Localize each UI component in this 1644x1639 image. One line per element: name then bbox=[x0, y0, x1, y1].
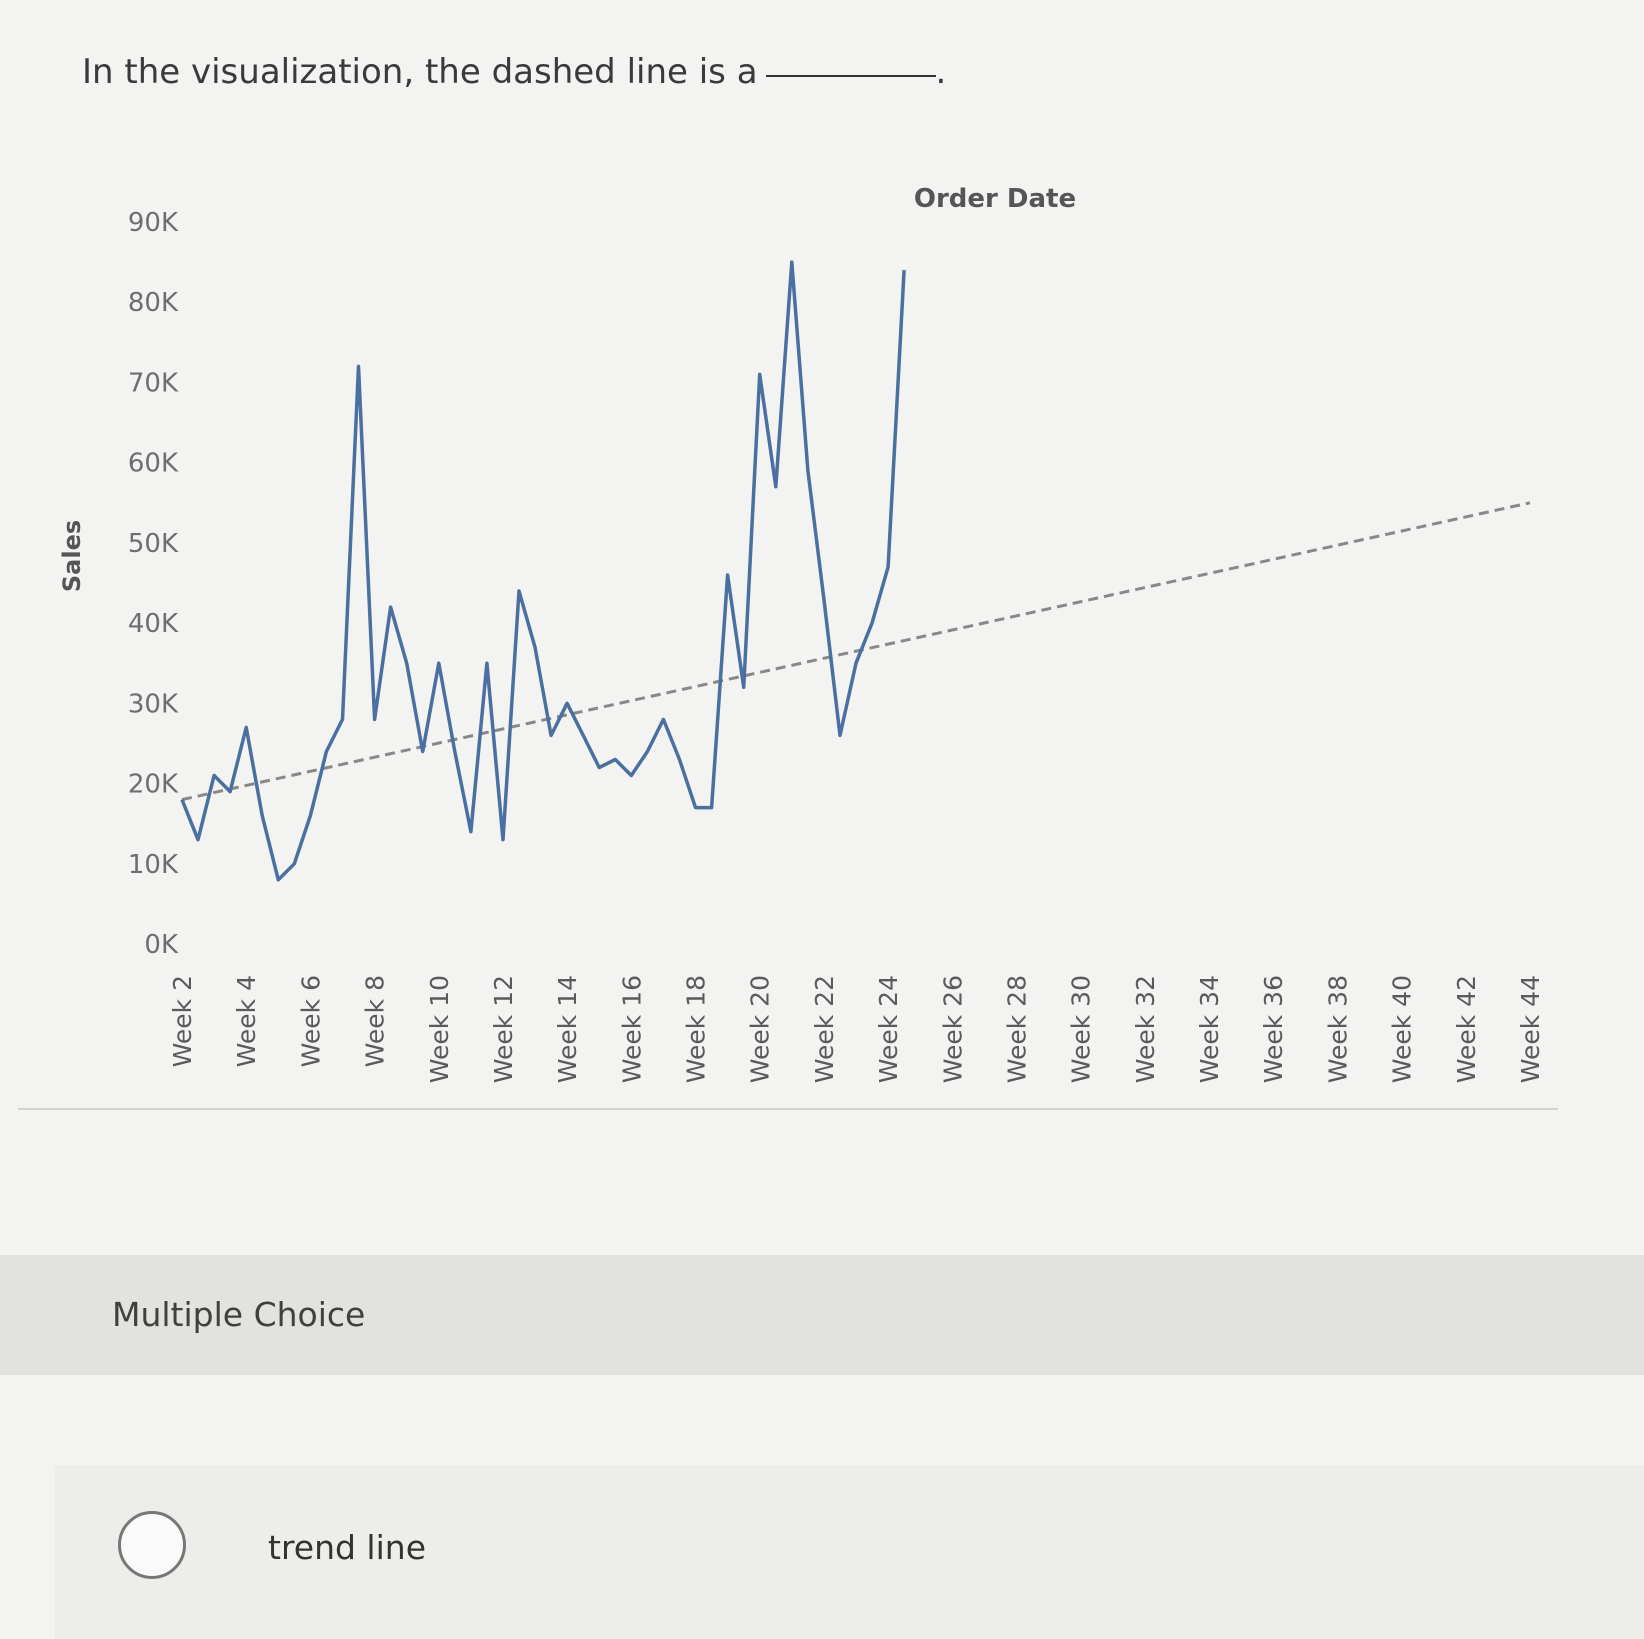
question-period: . bbox=[935, 52, 947, 92]
y-tick-label: 70K bbox=[128, 368, 179, 398]
trend-line bbox=[181, 501, 1531, 802]
x-tick-label: Week 22 bbox=[810, 975, 839, 1083]
y-tick-label: 20K bbox=[128, 770, 179, 800]
x-tick-label: Week 6 bbox=[296, 975, 325, 1067]
x-tick-label: Week 42 bbox=[1452, 975, 1481, 1083]
multiple-choice-heading: Multiple Choice bbox=[112, 1295, 366, 1334]
x-tick-label: Week 18 bbox=[682, 975, 711, 1083]
x-tick-label: Week 44 bbox=[1516, 975, 1545, 1083]
answer-option-label[interactable]: trend line bbox=[268, 1528, 426, 1567]
x-axis-title: Order Date bbox=[914, 184, 1076, 214]
y-tick-label: 60K bbox=[128, 449, 179, 479]
y-axis-title: Sales bbox=[58, 520, 86, 592]
answer-option-row[interactable] bbox=[55, 1465, 1644, 1639]
x-tick-label: Week 34 bbox=[1195, 975, 1224, 1083]
question-text: In the visualization, the dashed line is… bbox=[82, 52, 946, 92]
y-tick-label: 90K bbox=[128, 208, 179, 238]
y-tick-label: 30K bbox=[128, 689, 179, 719]
x-tick-label: Week 38 bbox=[1323, 975, 1352, 1083]
x-tick-label: Week 36 bbox=[1259, 975, 1288, 1083]
radio-button-option-1[interactable] bbox=[118, 1511, 186, 1579]
y-tick-label: 80K bbox=[128, 288, 179, 318]
x-tick-label: Week 2 bbox=[168, 975, 197, 1067]
y-tick-label: 10K bbox=[128, 850, 179, 880]
sales-line-chart: Order Date Sales 0K 10K 20K 30K 40K 50K 60K 70K… bbox=[58, 184, 1545, 1083]
y-tick-label: 50K bbox=[128, 529, 179, 559]
x-tick-label: Week 40 bbox=[1388, 975, 1417, 1083]
x-tick-label: Week 30 bbox=[1067, 975, 1096, 1083]
x-tick-label: Week 28 bbox=[1002, 975, 1031, 1083]
answer-blank bbox=[765, 75, 936, 77]
y-axis-ticks: 0K 10K 20K 30K 40K 50K 60K 70K 80K 90K bbox=[128, 208, 179, 960]
x-tick-label: Week 24 bbox=[874, 975, 903, 1083]
x-tick-label: Week 14 bbox=[553, 975, 582, 1083]
y-tick-label: 0K bbox=[144, 930, 179, 960]
x-axis-ticks: Week 2 Week 4 Week 6 Week 8 Week 10 Week 12 We… bbox=[168, 975, 1545, 1083]
y-tick-label: 40K bbox=[128, 609, 179, 639]
multiple-choice-header bbox=[0, 1255, 1644, 1375]
x-tick-label: Week 12 bbox=[489, 975, 518, 1083]
sales-series-line bbox=[180, 260, 906, 882]
chart-marks bbox=[180, 260, 1531, 882]
x-tick-label: Week 32 bbox=[1131, 975, 1160, 1083]
x-tick-label: Week 16 bbox=[617, 975, 646, 1083]
x-tick-label: Week 4 bbox=[232, 975, 261, 1067]
x-tick-label: Week 26 bbox=[938, 975, 967, 1083]
x-tick-label: Week 10 bbox=[425, 975, 454, 1083]
x-tick-label: Week 20 bbox=[746, 975, 775, 1083]
x-tick-label: Week 8 bbox=[361, 975, 390, 1067]
chart-divider bbox=[18, 1108, 1558, 1110]
question-prompt: In the visualization, the dashed line is… bbox=[82, 52, 758, 92]
